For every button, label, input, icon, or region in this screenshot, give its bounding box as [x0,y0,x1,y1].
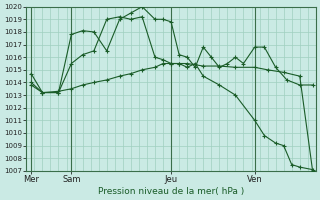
X-axis label: Pression niveau de la mer( hPa ): Pression niveau de la mer( hPa ) [98,187,244,196]
